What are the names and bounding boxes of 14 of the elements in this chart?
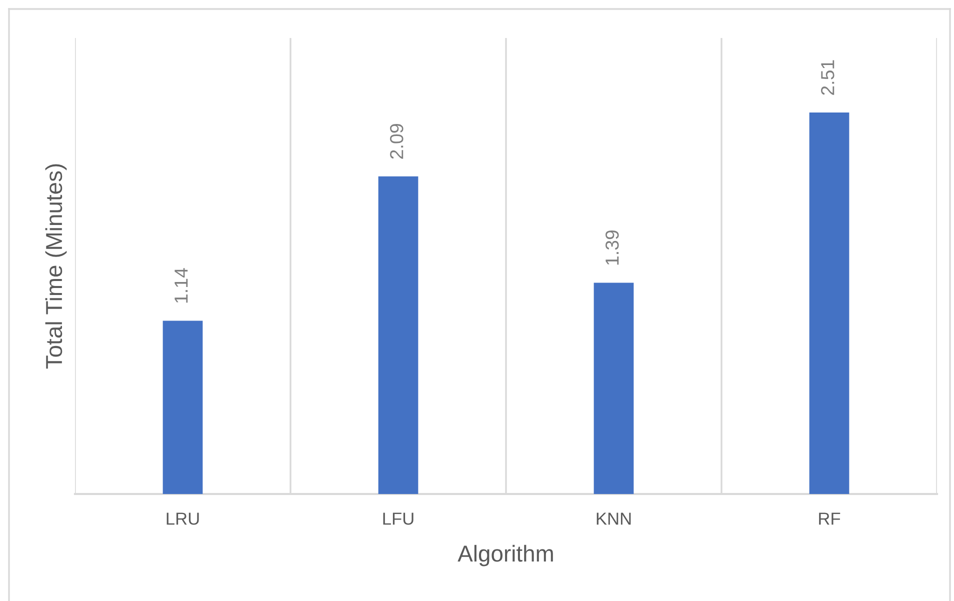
data-label: 1.14 (174, 268, 188, 303)
x-axis-title: Algorithm (458, 544, 553, 566)
data-label: 2.09 (390, 124, 404, 159)
x-tick-label: RF (819, 512, 840, 525)
y-axis-title: Total Time (Minutes) (45, 164, 67, 369)
x-tick-label: LRU (166, 512, 199, 525)
bar (594, 282, 634, 494)
x-tick-label: LFU (383, 512, 414, 525)
bar (162, 320, 203, 494)
data-label: 1.39 (606, 230, 619, 265)
x-tick-label: KNN (596, 512, 631, 525)
bar (809, 112, 850, 494)
data-label: 2.51 (821, 60, 834, 95)
bar (378, 176, 418, 494)
